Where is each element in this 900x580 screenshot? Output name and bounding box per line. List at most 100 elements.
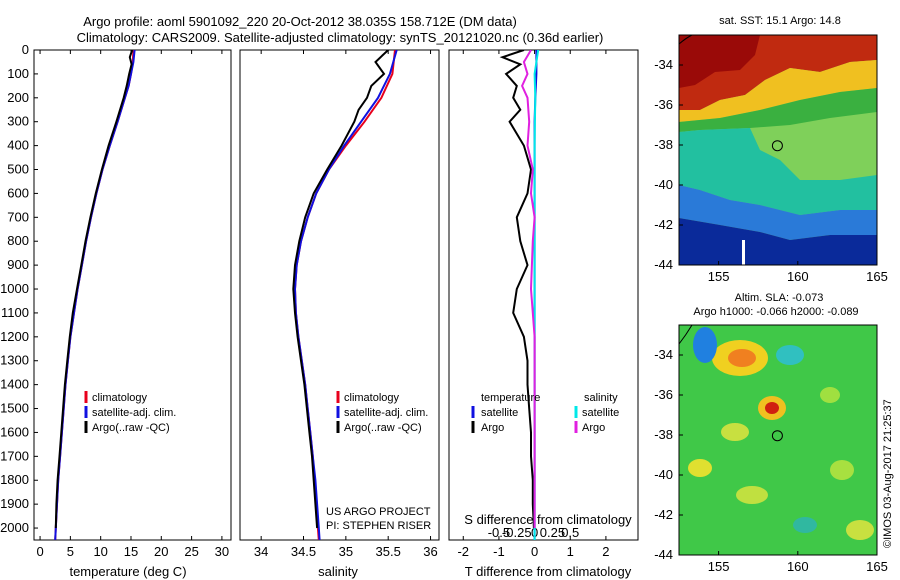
- x-tick-label: 2: [602, 544, 609, 559]
- argo-location-marker: [771, 140, 783, 152]
- sst-map-panel: sat. SST: 15.1 Argo: 14.8 155 160 165 -34 -3…: [654, 15, 888, 284]
- x-tick-label: 34: [254, 544, 268, 559]
- series-line-argo-raw-qc-: [292, 50, 389, 529]
- x-tick-label: 165: [866, 269, 888, 284]
- legend-label-satellite: satellite-adj. clim.: [344, 407, 428, 419]
- series-line-salinity-argo: [521, 50, 536, 528]
- legend-label-argo: Argo(..raw -QC): [344, 422, 422, 434]
- sla-high-core: [728, 349, 756, 367]
- project-annotation: US ARGO PROJECT: [326, 506, 431, 518]
- x-tick-label: 34.5: [291, 544, 316, 559]
- x-tick-label: 160: [787, 269, 809, 284]
- x-tick-label: 1: [567, 544, 574, 559]
- salinity-x-ticks: 34 34.5 35 35.5 36: [254, 50, 438, 559]
- sst-map-title: sat. SST: 15.1 Argo: 14.8: [719, 15, 841, 27]
- sla-patch-7: [846, 520, 874, 540]
- legend-label-climatology: climatology: [92, 392, 148, 404]
- series-line-satellite-adj-clim-: [54, 50, 136, 540]
- y-tick-label: -36: [654, 387, 673, 402]
- legend-label-temp-argo: Argo: [481, 422, 504, 434]
- legend-header-temperature: temperature: [481, 392, 540, 404]
- salinity-axes-box: [239, 49, 440, 541]
- y-tick-label: 1800: [0, 472, 29, 487]
- x-tick-label: 160: [787, 559, 809, 574]
- y-tick-label: 1200: [0, 329, 29, 344]
- temperature-lines: [54, 50, 136, 540]
- x-tick-label: 36: [423, 544, 437, 559]
- y-tick-label: 1300: [0, 353, 29, 368]
- legend-label-climatology: climatology: [344, 392, 400, 404]
- y-tick-label: -40: [654, 177, 673, 192]
- sla-patch-1: [721, 423, 749, 441]
- x-tick-label: 15: [124, 544, 138, 559]
- legend-label-sal-argo: Argo: [582, 422, 605, 434]
- x-tick-label: 20: [154, 544, 168, 559]
- x-tick-label: -2: [457, 544, 469, 559]
- sst-cyan-region: [679, 128, 877, 215]
- sla-cool-patch: [776, 345, 804, 365]
- top-tick-label: 0.25: [540, 525, 565, 540]
- difference-panel: -2 -1 0 1 2-0.5-0.25 0 0.250.5 S difference fr…: [448, 49, 639, 579]
- sst-yellow-band: [679, 60, 877, 122]
- y-tick-label: 0: [22, 42, 29, 57]
- salinity-xlabel: salinity: [318, 564, 358, 579]
- salinity-legend: climatology satellite-adj. clim. Argo(..…: [336, 391, 428, 434]
- x-tick-label: 0: [36, 544, 43, 559]
- y-tick-label: 500: [7, 162, 29, 177]
- salinity-panel: 34 34.5 35 35.5 36 salinity climatology sate…: [239, 49, 440, 579]
- sla-map-title: Altim. SLA: -0.073: [735, 292, 824, 304]
- y-tick-label: 1700: [0, 448, 29, 463]
- coastline: [678, 324, 693, 345]
- sla-map-subtitle: Argo h1000: -0.066 h2000: -0.089: [693, 306, 858, 318]
- sst-blue-region: [679, 185, 877, 240]
- y-tick-label: -34: [654, 57, 673, 72]
- sst-hot-region: [679, 35, 760, 88]
- y-tick-label: 1000: [0, 281, 29, 296]
- top-tick-label: -0.25: [502, 525, 532, 540]
- sst-map-ticks: 155 160 165 -34 -36 -38 -40 -42 -44: [654, 57, 888, 284]
- series-line-satellite-adj-clim-: [293, 50, 398, 540]
- sla-eddy-core: [765, 402, 779, 414]
- y-tick-label: 400: [7, 138, 29, 153]
- x-tick-label: 165: [866, 559, 888, 574]
- y-tick-label: 300: [7, 114, 29, 129]
- y-tick-label: 200: [7, 90, 29, 105]
- depth-ticks: 0 100 200 300 400 500 600 700 800 900 1000 1100 1200…: [0, 42, 38, 535]
- x-tick-label: 155: [708, 269, 730, 284]
- y-tick-label: -38: [654, 427, 673, 442]
- sst-green-band: [679, 88, 877, 132]
- sla-map-ticks: 155 160 165 -34 -36 -38 -40 -42 -44: [654, 347, 888, 574]
- sla-low-anomaly: [693, 327, 717, 363]
- sst-heatmap: [679, 35, 877, 265]
- figure-title-line1: Argo profile: aoml 5901092_220 20-Oct-20…: [83, 14, 517, 29]
- pi-annotation: PI: STEPHEN RISER: [326, 520, 431, 532]
- t-difference-label: T difference from climatology: [465, 564, 632, 579]
- legend-label-satellite: satellite-adj. clim.: [92, 407, 176, 419]
- y-tick-label: 1600: [0, 424, 29, 439]
- y-tick-label: 1900: [0, 496, 29, 511]
- y-tick-label: -44: [654, 257, 673, 272]
- y-tick-label: -44: [654, 547, 673, 562]
- sla-patch-4: [736, 486, 768, 504]
- temperature-x-ticks: 0 5 10 15 20 25 30: [36, 50, 229, 559]
- legend-label-sal-satellite: satellite: [582, 407, 619, 419]
- top-tick-label: -0.5: [488, 525, 510, 540]
- y-tick-label: -36: [654, 97, 673, 112]
- sst-map-frame: [678, 34, 878, 266]
- x-tick-label: 10: [93, 544, 107, 559]
- temperature-xlabel: temperature (deg C): [69, 564, 186, 579]
- legend-header-salinity: salinity: [584, 392, 618, 404]
- legend-label-temp-satellite: satellite: [481, 407, 518, 419]
- x-tick-label: 5: [67, 544, 74, 559]
- difference-legend: temperature salinity satellite Argo sate…: [471, 392, 619, 434]
- x-tick-label: 30: [215, 544, 229, 559]
- x-tick-label: 155: [708, 559, 730, 574]
- sla-heatmap: [679, 325, 877, 555]
- y-tick-label: 900: [7, 257, 29, 272]
- figure-title-line2: Climatology: CARS2009. Satellite-adjuste…: [77, 30, 604, 45]
- sla-background: [679, 325, 877, 555]
- sst-missing-data: [742, 240, 745, 265]
- copyright-label: ©IMOS 03-Aug-2017 21:25:37: [882, 399, 894, 548]
- sla-patch-5: [830, 460, 854, 480]
